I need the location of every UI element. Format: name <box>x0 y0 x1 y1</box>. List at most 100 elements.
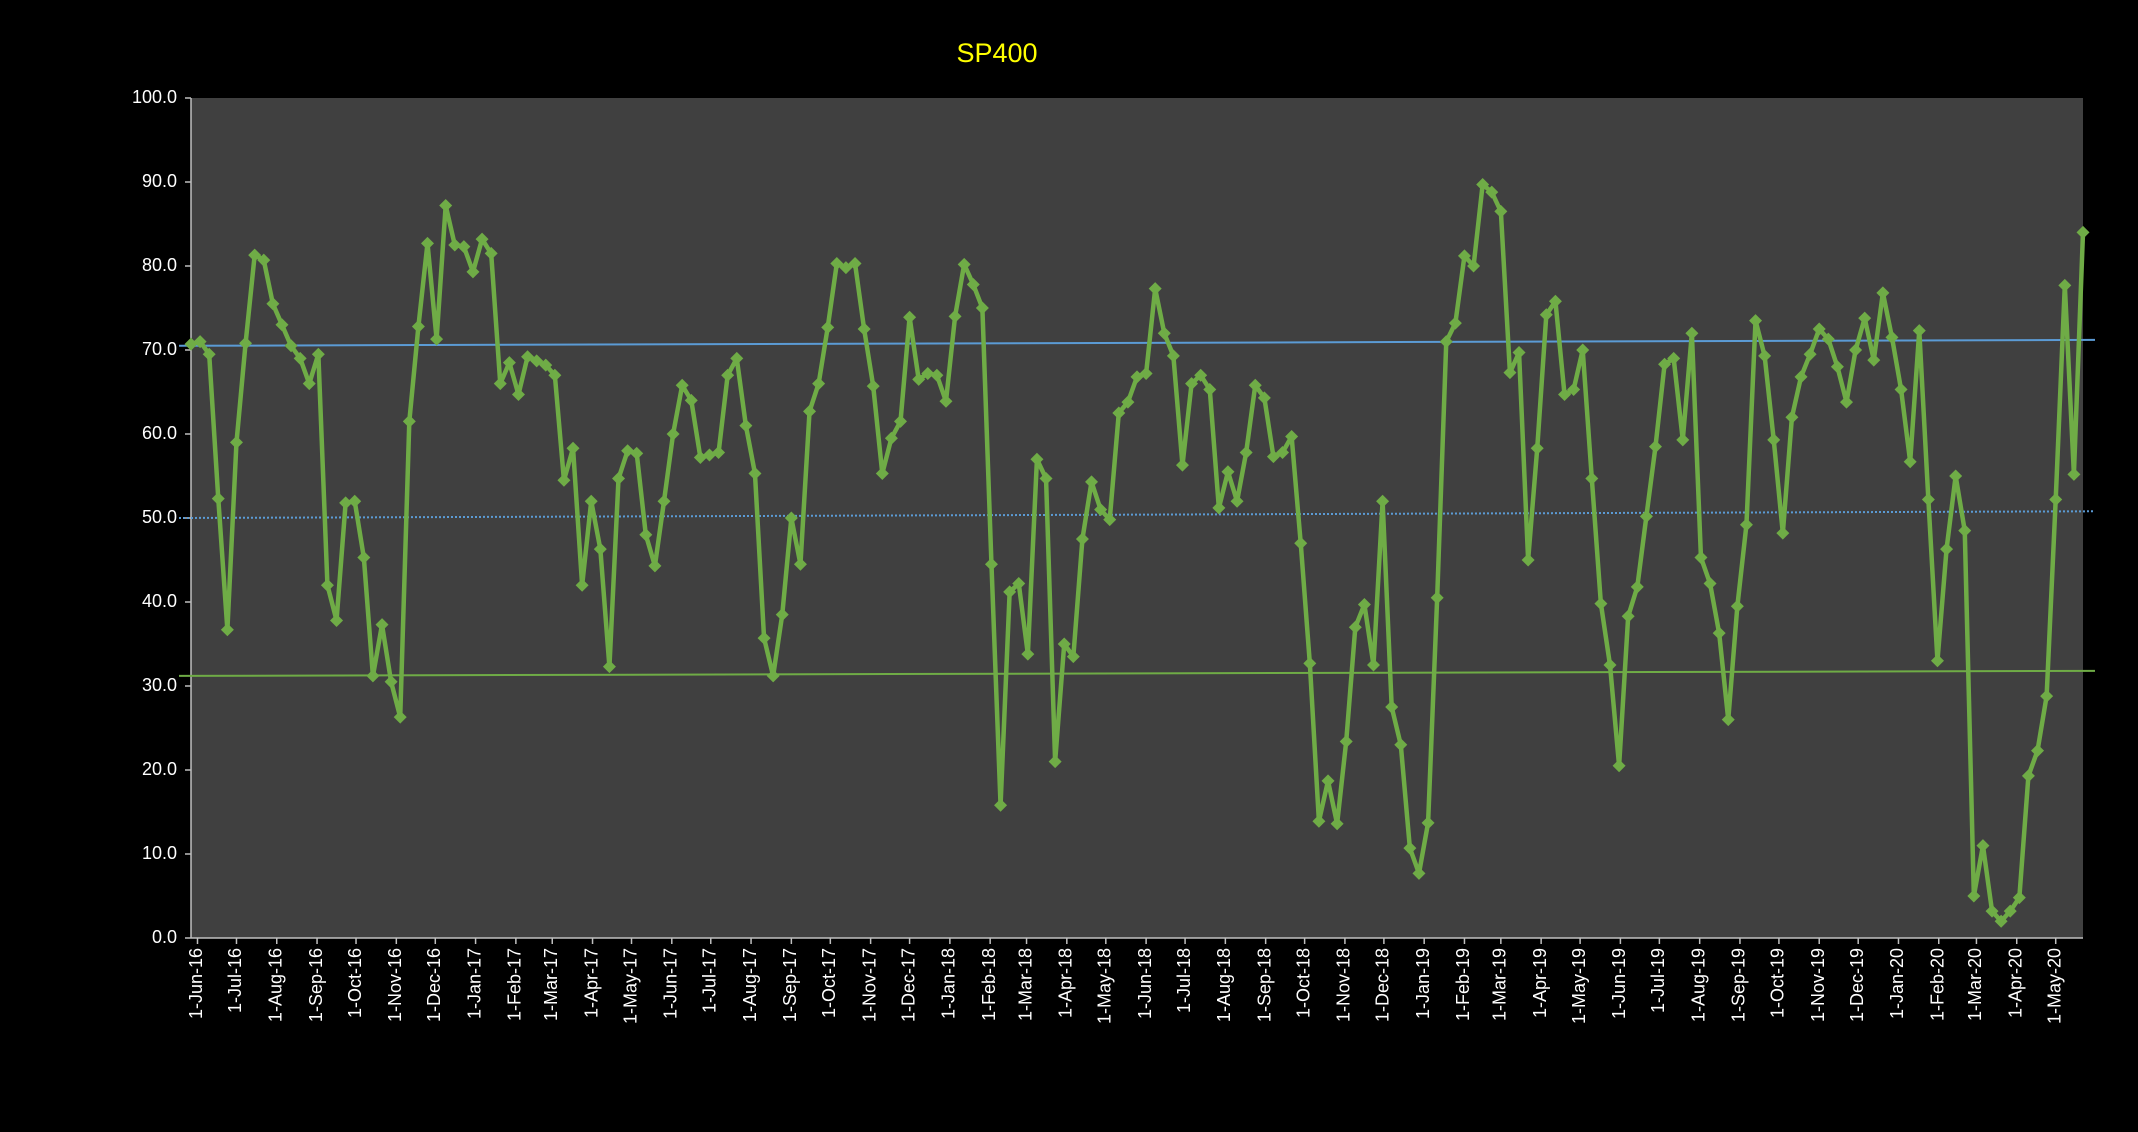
data-point <box>566 441 580 455</box>
data-point <box>884 431 898 445</box>
y-tick-label: 70.0 <box>142 339 177 359</box>
data-point <box>1858 311 1872 325</box>
data-point <box>1594 597 1608 611</box>
data-point <box>1430 591 1444 605</box>
data-point <box>1339 734 1353 748</box>
data-point <box>1658 357 1672 371</box>
data-point <box>1139 367 1153 381</box>
data-point <box>1075 532 1089 546</box>
data-point <box>1930 654 1944 668</box>
data-point <box>1476 178 1490 192</box>
data-point <box>1485 185 1499 199</box>
data-point <box>1940 542 1954 556</box>
data-point <box>1567 382 1581 396</box>
data-point <box>1066 650 1080 664</box>
data-point <box>421 236 434 250</box>
data-point <box>775 608 789 622</box>
data-point <box>1457 249 1471 263</box>
data-point <box>1994 914 2008 928</box>
x-tick-label: 1-Dec-19 <box>1847 948 1867 1022</box>
data-point <box>1421 816 1435 830</box>
x-tick-label: 1-Apr-20 <box>2005 948 2025 1018</box>
data-point <box>1012 577 1026 591</box>
data-point <box>912 372 926 386</box>
data-point <box>202 347 216 361</box>
data-point <box>1257 391 1271 405</box>
x-tick-label: 1-Jul-16 <box>225 948 245 1013</box>
data-point <box>1612 759 1626 773</box>
data-point <box>1403 841 1417 855</box>
data-point <box>1085 475 1099 489</box>
data-point <box>1094 503 1108 517</box>
x-tick-label: 1-Mar-17 <box>541 948 561 1021</box>
data-point <box>803 404 817 418</box>
data-point <box>1885 330 1899 344</box>
data-point <box>639 528 653 542</box>
data-point <box>193 335 207 349</box>
data-point <box>1539 308 1553 322</box>
data-point <box>1830 360 1844 374</box>
data-point <box>1412 866 1426 880</box>
x-tick-label: 1-Oct-19 <box>1768 948 1788 1018</box>
data-point <box>612 472 626 486</box>
x-tick-label: 1-Oct-16 <box>345 948 365 1018</box>
data-point <box>302 377 316 391</box>
data-point <box>284 339 298 353</box>
plot-area <box>191 98 2083 938</box>
x-tick-label: 1-Jul-19 <box>1648 948 1668 1013</box>
data-point <box>521 350 535 364</box>
data-point <box>2058 278 2072 292</box>
data-point <box>766 669 780 683</box>
data-point <box>812 377 826 391</box>
data-point <box>1821 332 1835 346</box>
data-point <box>1776 526 1790 540</box>
data-point <box>330 613 344 627</box>
data-point <box>1285 430 1299 444</box>
data-point <box>1030 452 1044 466</box>
data-point <box>1057 637 1071 651</box>
data-point <box>366 669 380 683</box>
data-point <box>1921 493 1935 507</box>
data-point <box>293 351 307 365</box>
data-point <box>1321 774 1335 788</box>
data-point <box>466 265 480 279</box>
data-point <box>1967 889 1981 903</box>
data-point <box>2076 225 2090 239</box>
y-tick-label: 80.0 <box>142 255 177 275</box>
y-tick-label: 0.0 <box>152 927 177 947</box>
data-point <box>1603 658 1617 672</box>
data-point <box>939 394 953 408</box>
data-point <box>966 277 980 291</box>
data-point <box>1357 598 1371 612</box>
data-point <box>1812 322 1826 336</box>
x-tick-label: 1-Aug-18 <box>1214 948 1234 1022</box>
data-point <box>1867 353 1881 367</box>
x-tick-label: 1-Jan-19 <box>1413 948 1433 1019</box>
x-tick-label: 1-Mar-18 <box>1015 948 1035 1021</box>
data-point <box>702 448 716 462</box>
data-point <box>393 710 407 724</box>
x-tick-label: 1-Nov-18 <box>1334 948 1354 1022</box>
data-point <box>1148 282 1162 296</box>
data-point <box>1639 509 1653 523</box>
data-point <box>1703 577 1717 591</box>
y-tick-label: 50.0 <box>142 507 177 527</box>
data-point <box>821 320 835 334</box>
x-tick-label: 1-Sep-16 <box>306 948 326 1022</box>
trend-line <box>178 510 2096 519</box>
x-tick-label: 1-Feb-19 <box>1453 948 1473 1021</box>
data-point <box>1521 553 1535 567</box>
data-point <box>1303 656 1317 670</box>
data-point <box>384 675 398 689</box>
data-point <box>402 414 416 428</box>
data-point <box>1694 550 1708 564</box>
data-point <box>1048 755 1062 769</box>
data-point <box>748 466 762 480</box>
data-point <box>930 368 944 382</box>
y-tick-label: 90.0 <box>142 171 177 191</box>
data-point <box>1376 494 1390 508</box>
data-point <box>1239 445 1253 459</box>
x-tick-label: 1-Aug-17 <box>740 948 760 1022</box>
data-point <box>248 248 262 262</box>
